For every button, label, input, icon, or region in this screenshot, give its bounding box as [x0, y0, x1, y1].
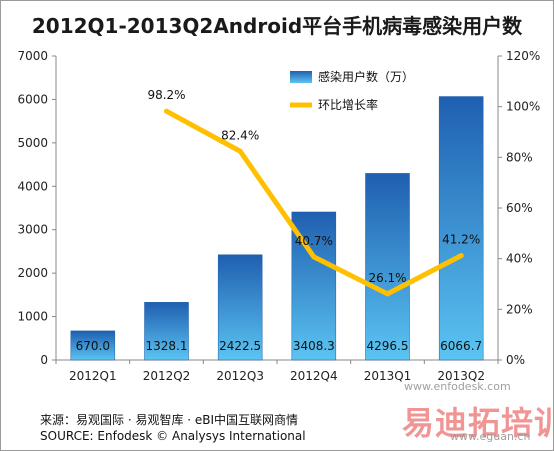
growth-rate-point [385, 291, 390, 297]
y-left-tick-label: 4000 [17, 179, 48, 193]
bar [217, 254, 263, 361]
growth-rate-point [311, 254, 317, 260]
x-tick-label: 2013Q1 [364, 369, 412, 383]
x-tick-label: 2012Q1 [69, 369, 117, 383]
bar-value-label: 1328.1 [146, 339, 188, 353]
source-cn: 来源：易观国际 · 易观智库 · eBI中国互联网商情 [40, 413, 299, 427]
bar-value-label: 2422.5 [219, 339, 261, 353]
x-tick-label: 2013Q2 [437, 369, 485, 383]
growth-rate-point [458, 253, 464, 259]
y-right-tick-label: 80% [506, 150, 533, 164]
growth-rate-point [164, 108, 169, 114]
source-en: SOURCE: Enfodesk © Analysys Internationa… [40, 429, 306, 443]
legend-bar-label: 感染用户数（万） [318, 69, 414, 84]
bar-value-label: 6066.7 [440, 339, 482, 353]
y-right-tick-label: 100% [506, 100, 540, 114]
y-right-tick-label: 120% [506, 49, 540, 63]
bar-value-label: 4296.5 [367, 339, 409, 353]
bar [365, 173, 410, 361]
growth-rate-label: 82.4% [221, 128, 259, 142]
x-tick-label: 2012Q4 [290, 369, 338, 383]
y-left-tick-label: 5000 [17, 136, 48, 150]
y-left-tick-label: 6000 [17, 92, 48, 106]
bar [144, 302, 189, 361]
y-left-tick-label: 0 [40, 353, 48, 367]
y-left-tick-label: 7000 [17, 49, 48, 63]
bar [438, 96, 484, 361]
bar-value-label: 3408.3 [293, 339, 335, 353]
bar [70, 330, 116, 361]
growth-rate-label: 40.7% [295, 234, 333, 248]
growth-rate-label: 26.1% [368, 271, 406, 285]
watermark-url-bottom: www.eguan.cn [450, 430, 531, 443]
y-right-tick-label: 0% [506, 353, 525, 367]
y-right-tick-label: 40% [506, 252, 533, 266]
x-tick-label: 2012Q2 [143, 369, 191, 383]
x-tick-label: 2012Q3 [216, 369, 264, 383]
y-left-tick-label: 2000 [17, 266, 48, 280]
y-left-tick-label: 1000 [17, 310, 48, 324]
watermark-url-top: www.enfodesk.com [404, 380, 511, 393]
chart-title: 2012Q1-2013Q2Android平台手机病毒感染用户数 [31, 14, 523, 38]
watermark-logo: 易迪拓培训 [402, 404, 554, 442]
legend-line-label: 环比增长率 [318, 97, 378, 112]
y-right-tick-label: 20% [506, 302, 533, 316]
growth-rate-label: 41.2% [442, 233, 480, 247]
growth-rate-point [237, 148, 243, 154]
growth-rate-label: 98.2% [147, 88, 185, 102]
y-left-tick-label: 3000 [17, 223, 48, 237]
legend-bar-swatch [290, 71, 312, 83]
y-right-tick-label: 60% [506, 201, 533, 215]
bar-value-label: 670.0 [76, 339, 110, 353]
